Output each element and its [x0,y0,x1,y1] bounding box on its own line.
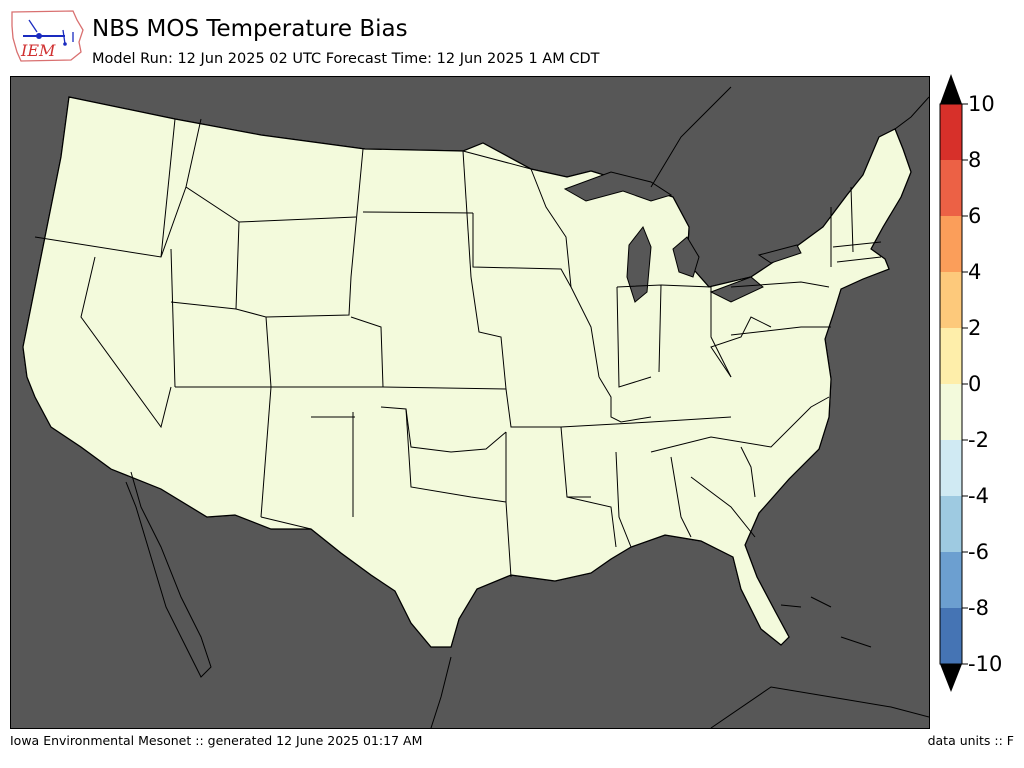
iem-logo: IEM [9,8,85,64]
footer-units: data units :: F [927,733,1014,748]
colorbar-bin [940,272,962,328]
colorbar-bin [940,216,962,272]
colorbar-tick-label: 8 [968,148,981,172]
colorbar: 10 8 6 4 2 0 -2 -4 -6 -8 -10 [936,74,1024,696]
svg-text:IEM: IEM [20,41,56,60]
colorbar-tick-label: -6 [968,540,989,564]
map-panel [10,76,930,729]
map-subtitle: Model Run: 12 Jun 2025 02 UTC Forecast T… [92,51,600,67]
great-lakes [563,171,673,202]
colorbar-tick-label: 6 [968,204,981,228]
colorbar-extend-max [940,74,962,104]
colorbar-bin [940,440,962,496]
colorbar-tick-label: 0 [968,372,981,396]
colorbar-tick-label: 4 [968,260,981,284]
state-boundaries [34,118,882,578]
colorbar-tick-label: -8 [968,596,989,620]
colorbar-extend-min [940,664,962,692]
colorbar-tick-label: 2 [968,316,981,340]
colorbar-bin [940,552,962,608]
colorbar-tick-label: -10 [968,652,1002,676]
colorbar-tick-label: -2 [968,428,989,452]
colorbar-bin [940,328,962,384]
colorbar-tick-label: -4 [968,484,989,508]
colorbar-bin [940,160,962,216]
colorbar-tick-label: 10 [968,92,995,116]
footer-credit: Iowa Environmental Mesonet :: generated … [10,733,423,748]
colorbar-bin [940,104,962,160]
colorbar-bin [940,496,962,552]
colorbar-bin [940,608,962,664]
map-title: NBS MOS Temperature Bias [92,16,408,42]
colorbar-bin [940,384,962,440]
